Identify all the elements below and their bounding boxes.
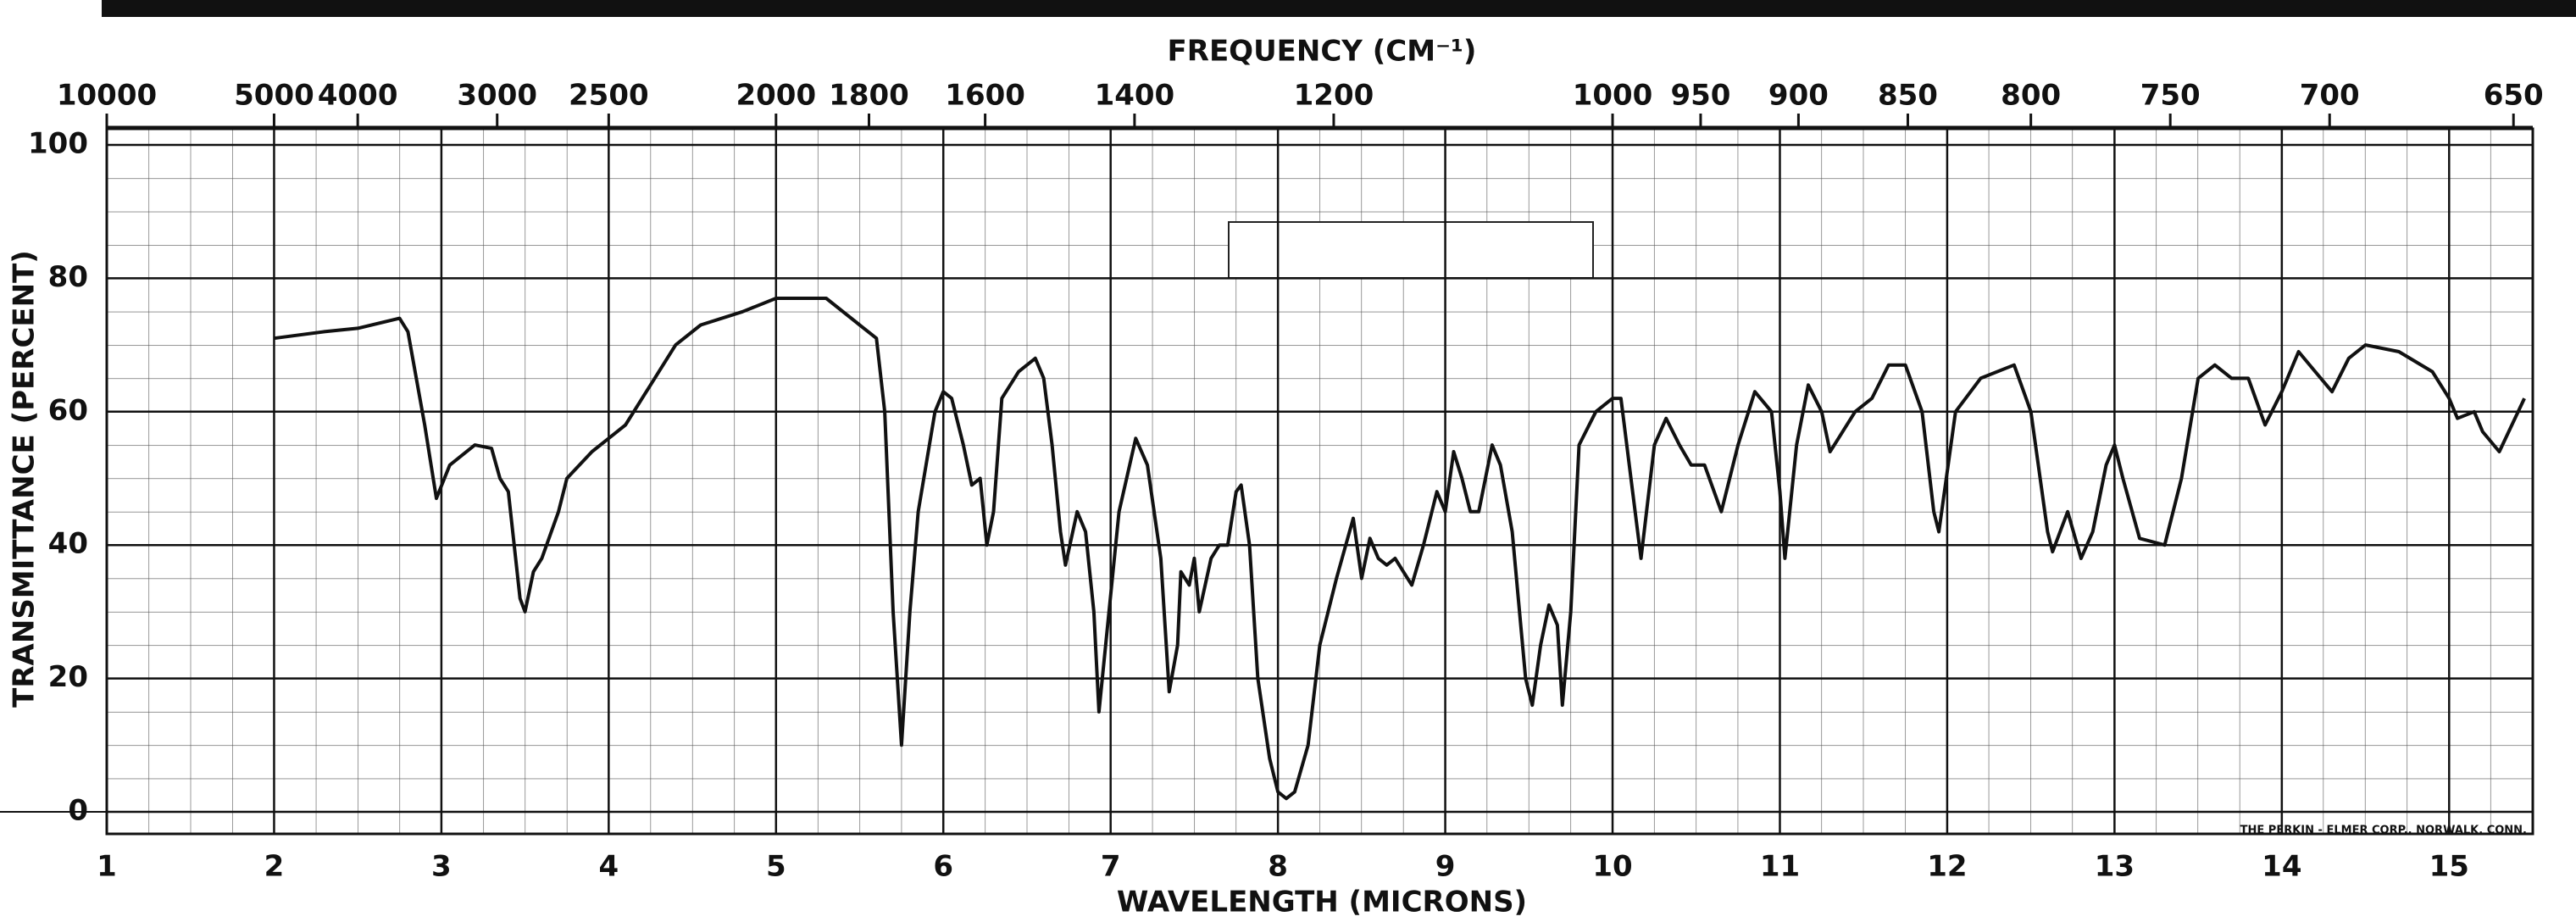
spectrum-line bbox=[274, 297, 2526, 801]
x2-tick-label: 2500 bbox=[569, 79, 649, 113]
y-tick-label: 0 bbox=[68, 794, 88, 828]
x2-tick-label: 1000 bbox=[1573, 79, 1653, 113]
x2-tick-label: 700 bbox=[2300, 79, 2360, 113]
x-tick-label: 2 bbox=[264, 850, 285, 884]
x2-tick-label: 950 bbox=[1670, 79, 1730, 113]
x2-tick-label: 10000 bbox=[57, 79, 157, 113]
x-tick-label: 14 bbox=[2262, 850, 2301, 884]
x2-tick-label: 750 bbox=[2140, 79, 2201, 113]
x2-tick-label: 650 bbox=[2484, 79, 2544, 113]
x2-tick-label: 2000 bbox=[736, 79, 816, 113]
x2-tick-label: 1200 bbox=[1294, 79, 1374, 113]
x-tick-label: 1 bbox=[97, 850, 117, 884]
y-axis-title: TRANSMITTANCE (PERCENT) bbox=[8, 250, 42, 708]
x-tick-label: 7 bbox=[1101, 850, 1121, 884]
x-tick-label: 15 bbox=[2429, 850, 2469, 884]
x2-tick-label: 1800 bbox=[829, 79, 909, 113]
x-tick-label: 12 bbox=[1927, 850, 1967, 884]
x2-tick-label: 900 bbox=[1768, 79, 1829, 113]
x-tick-label: 6 bbox=[933, 850, 953, 884]
x-axis-title: WAVELENGTH (MICRONS) bbox=[1117, 886, 1527, 919]
top-band bbox=[102, 0, 2576, 17]
x2-axis-title: FREQUENCY (CM⁻¹) bbox=[1168, 35, 1477, 69]
x2-tick-label: 850 bbox=[1878, 79, 1938, 113]
x-tick-label: 3 bbox=[431, 850, 452, 884]
x2-tick-label: 1600 bbox=[945, 79, 1025, 113]
y-tick-label: 80 bbox=[48, 260, 88, 294]
y-tick-label: 40 bbox=[48, 527, 88, 561]
x2-tick-label: 5000 bbox=[234, 79, 314, 113]
maker-note: THE PERKIN - ELMER CORP., NORWALK, CONN. bbox=[2240, 825, 2527, 837]
x2-tick-label: 800 bbox=[2001, 79, 2061, 113]
x-tick-label: 8 bbox=[1268, 850, 1288, 884]
x2-tick-label: 4000 bbox=[318, 79, 398, 113]
x-tick-label: 11 bbox=[1760, 850, 1800, 884]
y-tick-label: 100 bbox=[28, 127, 88, 161]
x-tick-label: 5 bbox=[766, 850, 786, 884]
x-tick-label: 4 bbox=[599, 850, 619, 884]
x2-tick-label: 3000 bbox=[457, 79, 537, 113]
y-tick-label: 60 bbox=[48, 393, 88, 427]
x-tick-label: 13 bbox=[2095, 850, 2135, 884]
x2-tick-label: 1400 bbox=[1095, 79, 1175, 113]
x-tick-label: 9 bbox=[1435, 850, 1456, 884]
sample-label-box bbox=[1228, 221, 1594, 279]
x-tick-label: 10 bbox=[1592, 850, 1632, 884]
y-tick-label: 20 bbox=[48, 660, 88, 694]
